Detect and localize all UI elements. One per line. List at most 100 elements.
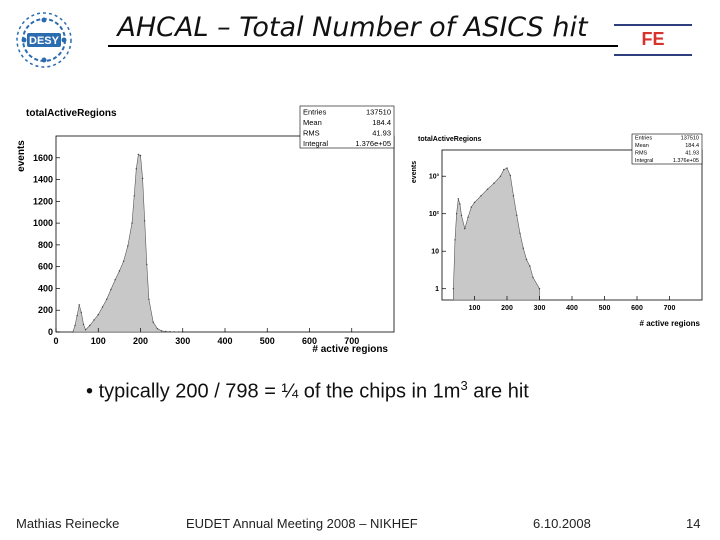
- chart2-bin-point: [516, 214, 518, 217]
- chart2-xtick-label: 100: [469, 305, 481, 312]
- chart1-stats-frame: [299, 105, 395, 149]
- chart1-bin-point: [122, 260, 125, 262]
- chart2-bin-point: [486, 188, 489, 190]
- chart2-xtick-label: 600: [631, 305, 643, 312]
- chart2-bin-point: [538, 288, 541, 290]
- chart2-stat-value: 137510: [681, 136, 699, 142]
- chart2-ytick-label: 10: [431, 249, 439, 256]
- chart2-stats-frame: [631, 133, 703, 165]
- chart2-bin-point: [499, 175, 502, 177]
- chart2-xtick-label: 300: [534, 305, 546, 312]
- chart1-bin-point: [133, 195, 135, 197]
- chart1-stat-value: 137510: [366, 108, 391, 117]
- histogram-log: totalActiveRegions 100 200 300 400 500 600 700…: [404, 124, 710, 332]
- chart1-bin-point: [76, 315, 78, 317]
- title-underline: [108, 45, 618, 47]
- chart1-xtick-label: 500: [260, 336, 275, 346]
- chart1-stat-label: Integral: [303, 139, 328, 148]
- chart1-bin-point: [84, 329, 87, 331]
- chart2-xtick-label: 200: [501, 305, 513, 312]
- chart2-bin-point: [509, 174, 511, 177]
- chart2-bin-point: [464, 227, 466, 230]
- slide-title: AHCAL – Total Number of ASICS hit: [117, 12, 588, 43]
- chart2-ytick-label: 10³: [429, 174, 440, 181]
- chart2-stat-label: Entries: [635, 136, 652, 142]
- footer-author: Mathias Reinecke: [16, 516, 120, 531]
- chart1-bin-point: [127, 245, 129, 247]
- chart1-xtick-label: 400: [217, 336, 232, 346]
- chart2-stats-box: Entries 137510 Mean 184.4 RMS 41.93 Integral 1.…: [631, 133, 703, 165]
- chart2-stat-value: 184.4: [685, 143, 699, 149]
- chart2-stat-label: RMS: [635, 151, 648, 157]
- chart2-bin-point: [519, 232, 521, 234]
- chart2-bin-point: [460, 214, 463, 217]
- chart1-bin-point: [173, 331, 175, 333]
- chart1-bin-point: [144, 220, 146, 222]
- chart1-histogram-fill: [72, 154, 183, 333]
- chart1-bin-point: [148, 298, 150, 300]
- chart1-bin-point: [110, 288, 112, 291]
- footer-page: 14: [686, 516, 701, 531]
- bullet-superscript: 3: [460, 378, 468, 393]
- chart1-bin-point: [78, 304, 80, 306]
- chart1-xtick-label: 700: [344, 336, 359, 346]
- chart2-stat-value: 41.93: [685, 151, 699, 157]
- chart2-bin-point: [473, 201, 476, 204]
- chart1-bin-point: [74, 324, 76, 327]
- chart2-bin-point: [493, 182, 495, 184]
- chart1-bin-point: [114, 279, 116, 281]
- chart1-bin-point: [89, 324, 91, 327]
- chart1-bin-point: [118, 270, 121, 272]
- chart2-bin-point: [532, 276, 534, 279]
- chart1-xtick-label: 200: [133, 336, 148, 346]
- chart1-xtick-label: 300: [175, 336, 190, 346]
- chart2-bin-point: [467, 216, 469, 218]
- chart2-title: totalActiveRegions: [418, 136, 482, 143]
- logo-text: DESY: [29, 35, 60, 47]
- chart2-bin-point: [529, 265, 531, 267]
- chart2-histogram-fill: [453, 167, 540, 301]
- chart1-ytick-label: 1000: [33, 218, 53, 228]
- chart1-bin-point: [146, 263, 148, 266]
- chart1-bin-point: [72, 331, 74, 333]
- chart2-bin-point: [480, 195, 482, 197]
- chart2-xtick-label: 700: [664, 305, 676, 312]
- chart1-bin-point: [137, 153, 140, 156]
- chart2-stat-value: 1.376e+05: [673, 158, 699, 164]
- bullet-point: • typically 200 / 798 = ¼ of the chips i…: [86, 378, 529, 404]
- chart2-bin-point: [459, 203, 461, 205]
- chart1-ytick-label: 800: [38, 240, 53, 250]
- chart2-xtick-label: 400: [566, 305, 578, 312]
- fe-badge: FE: [614, 24, 692, 56]
- chart1-ytick-label: 0: [48, 327, 53, 337]
- chart1-stat-value: 1.376e+05: [355, 139, 391, 148]
- chart1-bin-point: [131, 222, 133, 224]
- chart2-bin-point: [452, 288, 455, 290]
- chart1-stats-box: Entries 137510 Mean 184.4 RMS 41.93 Integral 1.…: [299, 105, 395, 149]
- chart2-bin-point: [457, 198, 459, 200]
- footer-date: 6.10.2008: [533, 516, 591, 531]
- chart1-ytick-label: 200: [38, 305, 53, 315]
- desy-logo: DESY: [14, 10, 74, 70]
- chart2-stat-label: Integral: [635, 158, 653, 164]
- chart1-bin-point: [80, 311, 83, 314]
- chart1-stat-value: 41.93: [372, 129, 391, 138]
- chart1-stat-label: RMS: [303, 129, 320, 138]
- chart1-ylabel: events: [16, 140, 27, 172]
- histogram-linear: totalActiveRegions 0 100 200 300 400 500 600 70…: [12, 96, 402, 358]
- chart1-bin-point: [82, 323, 85, 326]
- chart1-bin-point: [135, 168, 137, 170]
- chart1-ytick-label: 1200: [33, 196, 53, 206]
- chart2-bin-point: [454, 239, 456, 241]
- chart1-bin-point: [160, 330, 163, 332]
- chart1-bin-point: [165, 330, 167, 333]
- chart1-stat-label: Entries: [303, 108, 327, 117]
- chart1-xtick-label: 0: [53, 336, 58, 346]
- chart2-plot-area: 100 200 300 400 500 600 700 1 10 10² 10³: [429, 149, 703, 312]
- chart1-bin-point: [169, 331, 171, 333]
- chart1-bin-point: [177, 331, 180, 333]
- chart1-bin-point: [152, 321, 154, 323]
- chart2-ytick-label: 1: [435, 286, 439, 293]
- bullet-text-prefix: typically 200 / 798 = ¼ of the chips in …: [98, 380, 461, 403]
- bullet-symbol: •: [86, 380, 94, 403]
